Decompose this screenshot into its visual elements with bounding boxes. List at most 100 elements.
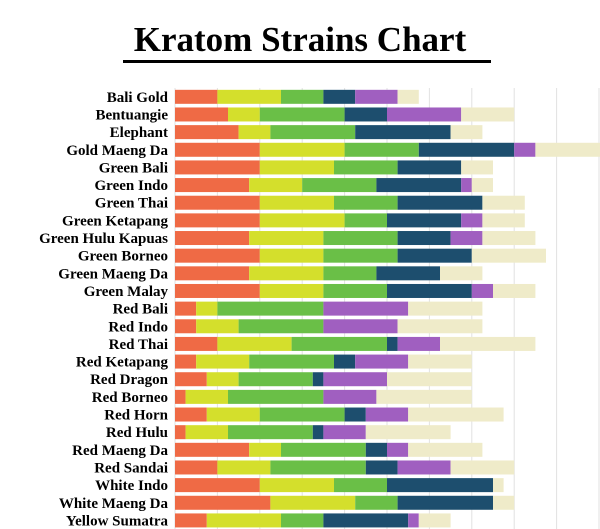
bar-segment [238, 372, 313, 387]
bar-segment [397, 319, 483, 334]
bar-segment [259, 160, 334, 175]
bar-segment [175, 460, 218, 475]
category-label: Red Hulu [106, 425, 168, 441]
bar-segment [175, 513, 207, 528]
bar-segment [175, 407, 207, 422]
bar-segment [493, 283, 536, 298]
bar-segment [355, 89, 398, 104]
bar-segment [175, 125, 239, 140]
bar-segment [175, 160, 260, 175]
bar-segment [482, 213, 525, 228]
bar-segment [175, 89, 218, 104]
category-label: Green Indo [95, 178, 168, 194]
category-label: Gold Maeng Da [66, 143, 168, 159]
bar-segment [334, 354, 356, 369]
bar-segment [397, 495, 493, 510]
bar-segment [302, 178, 377, 193]
bar-segment [397, 248, 472, 263]
bar-segment [408, 442, 483, 457]
bar-segment [461, 213, 483, 228]
category-label: Red Sandai [94, 460, 168, 476]
bar-segment [175, 283, 260, 298]
bar-segment [397, 336, 440, 351]
category-label: Green Thai [95, 196, 168, 212]
bar-segment [471, 248, 546, 263]
bar-segment [175, 107, 228, 122]
bar-segment [259, 142, 345, 157]
category-label: Red Ketapang [76, 355, 169, 371]
bar-segment [365, 460, 398, 475]
bar-segment [387, 213, 462, 228]
bar-segment [175, 425, 186, 440]
bar-segment [450, 460, 515, 475]
bar-segment [355, 354, 409, 369]
bar-segment [323, 389, 377, 404]
bar-segment [259, 213, 345, 228]
bar-segment [397, 460, 451, 475]
category-label: Red Borneo [92, 390, 168, 406]
bar-segment [175, 248, 260, 263]
bar-segment [259, 248, 324, 263]
bar-segment [493, 478, 504, 493]
bar-segment [344, 407, 366, 422]
bar-segment [259, 283, 324, 298]
category-label: Red Indo [108, 319, 168, 335]
bar-segment [418, 513, 451, 528]
bar-segment [387, 372, 472, 387]
bar-segment [238, 125, 271, 140]
bar-segment [175, 231, 250, 246]
bar-segment [408, 301, 483, 316]
category-label: Bali Gold [107, 90, 169, 106]
bar-segment [196, 301, 218, 316]
bar-segment [175, 478, 260, 493]
bar-segment [312, 372, 324, 387]
bar-segment [228, 389, 324, 404]
bar-segment [323, 89, 356, 104]
bar-segment [461, 160, 493, 175]
bar-segment [344, 142, 419, 157]
bar-segment [408, 513, 419, 528]
bar-segment [217, 460, 271, 475]
bar-segment [408, 354, 472, 369]
bar-segment [344, 107, 387, 122]
bar-segment [323, 266, 377, 281]
bar-segment [397, 160, 462, 175]
bar-segment [323, 372, 387, 387]
bar-segment [334, 478, 387, 493]
bar-segment [397, 231, 451, 246]
bar-segment [206, 513, 281, 528]
category-label: Red Horn [104, 408, 168, 424]
category-label: Green Bali [99, 160, 168, 176]
bar-segment [334, 160, 398, 175]
category-label: Red Thai [109, 337, 168, 353]
bar-segment [185, 425, 228, 440]
bar-segment [249, 442, 281, 457]
bar-segment [259, 107, 345, 122]
bar-segment [344, 213, 387, 228]
bar-segment [175, 266, 250, 281]
bar-segment [323, 425, 366, 440]
bar-segment [387, 478, 493, 493]
bar-segment [323, 231, 398, 246]
bar-segment [323, 319, 398, 334]
bar-segment [228, 425, 313, 440]
category-label: Green Borneo [78, 249, 168, 265]
category-label: Red Bali [113, 302, 168, 318]
bar-segment [217, 336, 292, 351]
bar-segment [387, 283, 472, 298]
bar-segment [397, 195, 483, 210]
bar-segment [175, 495, 271, 510]
bar-segment [376, 178, 462, 193]
bar-segment [175, 442, 250, 457]
bar-segment [514, 142, 536, 157]
bar-segment [175, 319, 197, 334]
bar-segment [259, 195, 334, 210]
bar-segment [397, 89, 419, 104]
category-label: Red Maeng Da [72, 443, 168, 459]
bar-segment [450, 231, 483, 246]
bar-segment [281, 513, 324, 528]
bar-segment [217, 301, 324, 316]
bar-segment [365, 425, 451, 440]
bar-segment [440, 266, 483, 281]
bar-segment [323, 248, 398, 263]
